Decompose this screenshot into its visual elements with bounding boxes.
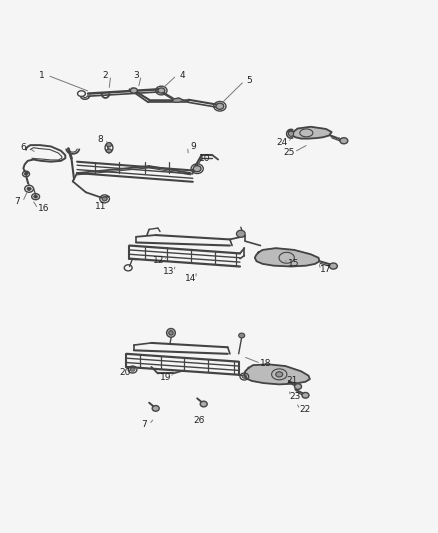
Ellipse shape bbox=[106, 149, 112, 153]
Text: 9: 9 bbox=[190, 142, 196, 151]
Text: 15: 15 bbox=[287, 259, 299, 268]
Ellipse shape bbox=[329, 263, 337, 269]
Polygon shape bbox=[255, 248, 319, 266]
Ellipse shape bbox=[169, 330, 173, 335]
Text: 1: 1 bbox=[39, 71, 45, 80]
Ellipse shape bbox=[237, 230, 245, 237]
Ellipse shape bbox=[27, 187, 31, 190]
Ellipse shape bbox=[158, 88, 165, 93]
Ellipse shape bbox=[239, 333, 245, 338]
Text: 13: 13 bbox=[163, 267, 174, 276]
Polygon shape bbox=[244, 364, 310, 384]
Text: 4: 4 bbox=[179, 71, 185, 80]
Ellipse shape bbox=[131, 88, 138, 93]
Ellipse shape bbox=[340, 138, 348, 144]
Text: 22: 22 bbox=[300, 405, 311, 414]
Text: 18: 18 bbox=[261, 359, 272, 368]
Text: 12: 12 bbox=[153, 256, 164, 265]
Text: 10: 10 bbox=[199, 154, 211, 163]
Polygon shape bbox=[289, 127, 332, 139]
Text: 17: 17 bbox=[320, 265, 332, 274]
Ellipse shape bbox=[102, 197, 107, 201]
Text: 6: 6 bbox=[21, 143, 26, 152]
Ellipse shape bbox=[242, 375, 247, 378]
Text: 23: 23 bbox=[290, 392, 301, 401]
Text: 19: 19 bbox=[160, 373, 172, 382]
Text: 21: 21 bbox=[286, 376, 298, 385]
Ellipse shape bbox=[302, 392, 309, 398]
Text: 11: 11 bbox=[95, 202, 106, 211]
Ellipse shape bbox=[200, 401, 207, 407]
Ellipse shape bbox=[152, 406, 159, 411]
Text: 7: 7 bbox=[141, 420, 147, 429]
Text: 7: 7 bbox=[14, 197, 20, 206]
Ellipse shape bbox=[131, 368, 135, 372]
Text: 14: 14 bbox=[185, 274, 196, 283]
Text: 5: 5 bbox=[247, 76, 252, 85]
Text: 24: 24 bbox=[277, 138, 288, 147]
Ellipse shape bbox=[106, 142, 112, 147]
Ellipse shape bbox=[216, 103, 224, 109]
Text: 25: 25 bbox=[283, 148, 294, 157]
Ellipse shape bbox=[276, 372, 283, 377]
Ellipse shape bbox=[24, 173, 28, 175]
Ellipse shape bbox=[288, 131, 293, 136]
Ellipse shape bbox=[166, 328, 175, 337]
Polygon shape bbox=[174, 98, 184, 102]
Ellipse shape bbox=[294, 384, 301, 390]
Text: 26: 26 bbox=[194, 416, 205, 425]
Ellipse shape bbox=[193, 166, 201, 172]
Text: 16: 16 bbox=[38, 204, 49, 213]
Text: 20: 20 bbox=[120, 368, 131, 377]
Text: 8: 8 bbox=[97, 134, 103, 143]
Text: 2: 2 bbox=[102, 71, 108, 80]
Text: 3: 3 bbox=[133, 71, 139, 80]
Ellipse shape bbox=[34, 195, 38, 198]
